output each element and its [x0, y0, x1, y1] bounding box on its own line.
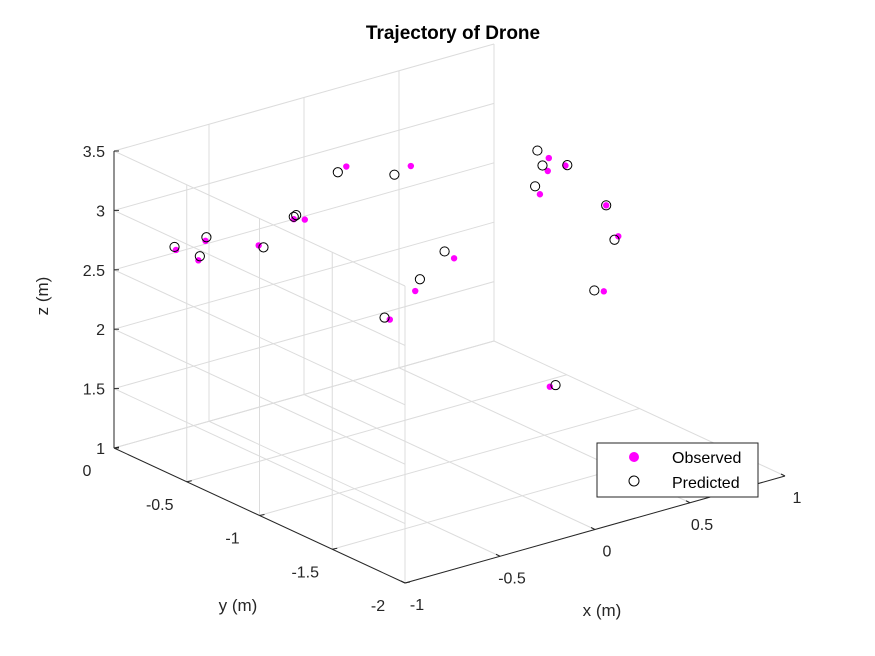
predicted-point	[530, 181, 541, 192]
legend-predicted-marker	[628, 475, 640, 487]
predicted-point	[194, 251, 205, 262]
grid-line-side-z	[113, 102, 495, 211]
predicted-point	[601, 200, 612, 211]
observed-point	[386, 316, 393, 323]
x-tick-label: -1	[410, 597, 424, 614]
x-axis-label: x (m)	[583, 601, 622, 620]
observed-point	[545, 154, 552, 162]
observed-point	[450, 255, 458, 262]
z-tick-label: 2.5	[83, 263, 105, 280]
z-tick-label: 1.5	[83, 382, 105, 399]
predicted-point	[389, 169, 400, 180]
z-tick-label: 3	[96, 203, 105, 220]
predicted-point	[562, 159, 573, 171]
grid-line-wall-z	[113, 150, 406, 287]
ticks-layer: -1-0.500.510-0.5-1-1.5-211.522.533.5	[83, 144, 802, 615]
observed-point	[600, 288, 608, 295]
observed-point	[412, 287, 419, 295]
x-tick-mark	[495, 553, 501, 557]
observed-point	[536, 191, 544, 198]
predicted-point	[532, 145, 543, 156]
predicted-point	[169, 241, 180, 253]
x-tick-label: 0.5	[691, 517, 713, 534]
observed-point	[407, 162, 415, 170]
legend-observed-marker	[629, 452, 639, 462]
y-tick-mark	[259, 514, 265, 516]
observed-point	[615, 233, 622, 240]
predicted-point	[609, 234, 620, 245]
y-tick-mark	[404, 581, 411, 584]
z-tick-label: 1	[96, 441, 105, 458]
y-tick-label: -0.5	[146, 497, 174, 514]
grid-line-side-z	[113, 221, 495, 330]
y-tick-label: 0	[83, 463, 92, 480]
z-axis-label: z (m)	[33, 277, 52, 316]
x-tick-mark	[590, 527, 596, 530]
grid-line-wall-z	[113, 269, 406, 406]
legend-observed-label: Observed	[672, 450, 741, 467]
y-tick-label: -2	[371, 598, 385, 615]
x-tick-mark	[780, 473, 786, 477]
grid-line-floor-y	[259, 408, 640, 516]
predicted-point	[291, 209, 302, 221]
grid-line-side-z	[113, 43, 495, 152]
observed-point	[343, 163, 350, 170]
y-tick-label: -1	[225, 531, 239, 548]
predicted-point	[537, 160, 548, 171]
predicted-point	[332, 167, 343, 178]
x-tick-label: 1	[793, 490, 802, 507]
observed-point	[544, 167, 551, 175]
predicted-point	[550, 379, 561, 391]
points-layer	[169, 145, 622, 391]
predicted-point	[379, 312, 390, 323]
observed-point	[301, 216, 308, 223]
x-tick-mark	[685, 500, 691, 504]
legend-box	[596, 442, 759, 498]
predicted-point	[258, 242, 269, 253]
legend: Observed Predicted	[596, 442, 759, 498]
chart-title: Trajectory of Drone	[366, 23, 540, 44]
y-tick-mark	[186, 480, 192, 483]
predicted-point	[439, 246, 450, 257]
x-tick-mark	[400, 580, 406, 584]
grid-line-floor-y	[186, 374, 567, 483]
x-tick-label: 0	[603, 544, 612, 561]
grid-line-side-z	[113, 281, 495, 390]
z-tick-label: 2	[96, 322, 105, 339]
grid-line-wall-z	[113, 209, 406, 346]
grid-line-side-z	[113, 340, 495, 449]
predicted-point	[288, 211, 299, 222]
predicted-point	[201, 232, 212, 243]
legend-predicted-label: Predicted	[672, 475, 740, 492]
x-tick-label: -0.5	[498, 570, 526, 587]
predicted-point	[414, 274, 426, 285]
y-axis-label: y (m)	[219, 596, 258, 615]
observed-point	[546, 383, 554, 390]
grid-line-wall-z	[113, 328, 406, 465]
observed-point	[602, 202, 610, 209]
y-tick-label: -1.5	[291, 564, 319, 581]
observed-point	[562, 162, 569, 169]
predicted-point	[589, 285, 600, 296]
grid-line-wall-z	[113, 388, 406, 525]
z-tick-label: 3.5	[83, 144, 105, 161]
observed-point	[202, 237, 209, 245]
y-tick-mark	[332, 547, 338, 550]
